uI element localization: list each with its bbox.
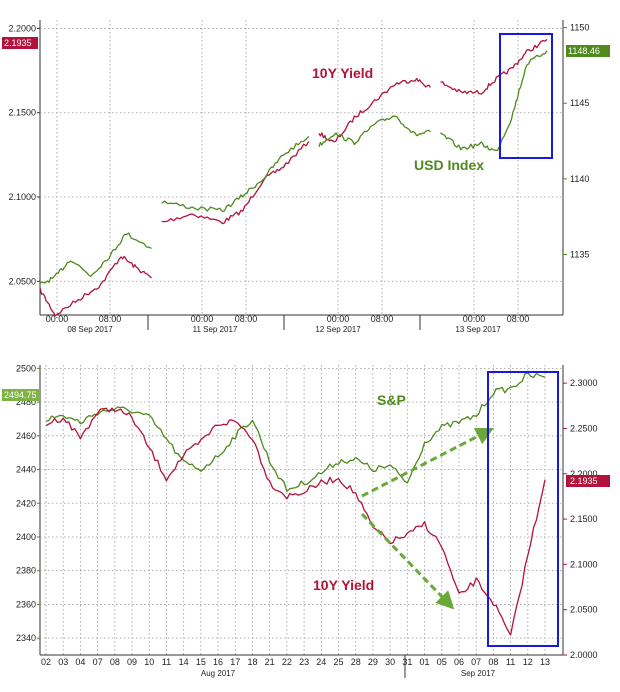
top-right-badge-text: 1148.46 <box>568 46 600 56</box>
bottom-left-tick-5: 2440 <box>16 465 36 475</box>
top-x-date-2: 12 Sep 2017 <box>315 325 361 334</box>
bottom-x-tick-29: 13 <box>540 657 550 667</box>
top-right-badge <box>566 45 610 57</box>
bottom-right-tick-0: 2.0000 <box>570 650 598 660</box>
top-x-tick-3: 08:00 <box>235 314 258 324</box>
top-x-tick-6: 00:00 <box>463 314 486 324</box>
bottom-x-tick-2: 04 <box>75 657 85 667</box>
bottom-left-tick-1: 2360 <box>16 599 36 609</box>
bottom-x-tick-13: 21 <box>265 657 275 667</box>
top-left-tick-2: 2.1500 <box>8 108 36 118</box>
top-series-yield-seg-1 <box>161 141 310 225</box>
bottom-label-sp: S&P <box>377 392 406 408</box>
bottom-x-tick-27: 11 <box>506 657 515 667</box>
top-right-tick-2: 1145 <box>570 98 589 108</box>
bottom-x-tick-19: 29 <box>368 657 378 667</box>
bottom-x-tick-23: 05 <box>437 657 447 667</box>
bottom-left-tick-3: 2400 <box>16 532 36 542</box>
bottom-x-tick-24: 06 <box>454 657 464 667</box>
bottom-left-tick-0: 2340 <box>16 633 36 643</box>
bottom-left-badge-text: 2494.75 <box>4 390 37 400</box>
bottom-x-month-1: Sep 2017 <box>461 669 496 678</box>
top-series-yield-seg-3 <box>440 38 548 95</box>
top-left-tick-3: 2.2000 <box>8 23 36 33</box>
bottom-x-tick-18: 28 <box>351 657 361 667</box>
bottom-label-yield: 10Y Yield <box>313 577 374 593</box>
top-right-tick-1: 1140 <box>570 174 589 184</box>
top-x-tick-7: 08:00 <box>507 314 530 324</box>
bottom-x-tick-15: 23 <box>299 657 309 667</box>
bottom-right-tick-4: 2.2000 <box>570 469 598 479</box>
top-x-tick-4: 00:00 <box>327 314 350 324</box>
top-right-tick-3: 1150 <box>570 23 589 33</box>
bottom-arrow-yield-trend <box>360 512 455 610</box>
bottom-x-month-0: Aug 2017 <box>201 669 236 678</box>
top-x-date-1: 11 Sep 2017 <box>193 325 238 334</box>
bottom-x-tick-10: 16 <box>213 657 223 667</box>
top-right-tick-0: 1135 <box>570 249 589 259</box>
bottom-x-tick-11: 17 <box>230 657 240 667</box>
bottom-left-tick-6: 2460 <box>16 431 36 441</box>
top-x-date-3: 13 Sep 2017 <box>455 325 501 334</box>
top-series-usd-seg-2 <box>318 115 431 148</box>
top-series-usd-seg-3 <box>440 50 548 152</box>
bottom-series-yield <box>45 407 546 636</box>
top-x-tick-5: 08:00 <box>371 314 394 324</box>
bottom-x-tick-17: 25 <box>334 657 344 667</box>
bottom-x-tick-4: 08 <box>110 657 120 667</box>
bottom-x-tick-1: 03 <box>58 657 68 667</box>
bottom-highlight-box <box>487 371 559 647</box>
bottom-left-tick-7: 2480 <box>16 397 36 407</box>
top-label-usd: USD Index <box>414 157 484 173</box>
top-series-usd-seg-1 <box>161 136 310 213</box>
bottom-x-tick-25: 07 <box>471 657 481 667</box>
bottom-x-tick-7: 11 <box>162 657 171 667</box>
bottom-arrow-sp-trend <box>361 427 494 498</box>
top-series-yield-seg-0 <box>39 255 152 317</box>
top-x-tick-2: 00:00 <box>191 314 214 324</box>
bottom-x-tick-9: 15 <box>196 657 206 667</box>
top-left-tick-0: 2.0500 <box>8 276 36 286</box>
top-left-tick-1: 2.1000 <box>8 192 36 202</box>
bottom-right-tick-2: 2.1000 <box>570 559 598 569</box>
top-highlight-box <box>499 33 553 159</box>
bottom-right-badge <box>566 475 610 487</box>
bottom-right-tick-6: 2.3000 <box>570 378 598 388</box>
bottom-x-tick-16: 24 <box>316 657 326 667</box>
bottom-left-badge <box>2 389 40 401</box>
top-x-date-0: 08 Sep 2017 <box>67 325 113 334</box>
bottom-x-tick-0: 02 <box>41 657 51 667</box>
bottom-left-tick-4: 2420 <box>16 498 36 508</box>
bottom-right-tick-5: 2.2500 <box>570 423 598 433</box>
bottom-x-tick-28: 12 <box>523 657 533 667</box>
top-left-badge <box>2 37 38 49</box>
bottom-x-tick-6: 10 <box>144 657 154 667</box>
bottom-left-tick-8: 2500 <box>16 363 36 373</box>
bottom-x-tick-20: 30 <box>385 657 395 667</box>
bottom-x-tick-5: 09 <box>127 657 137 667</box>
top-left-badge-text: 2.1935 <box>4 38 32 48</box>
bottom-x-tick-22: 01 <box>420 657 430 667</box>
bottom-right-tick-1: 2.0500 <box>570 605 598 615</box>
top-label-yield: 10Y Yield <box>312 65 373 81</box>
bottom-right-tick-3: 2.1500 <box>570 514 598 524</box>
bottom-x-tick-21: 31 <box>402 657 412 667</box>
bottom-x-tick-8: 14 <box>179 657 189 667</box>
top-x-tick-0: 00:00 <box>46 314 69 324</box>
bottom-series-sp <box>45 371 546 492</box>
bottom-x-tick-14: 22 <box>282 657 292 667</box>
bottom-x-tick-26: 08 <box>488 657 498 667</box>
bottom-left-tick-2: 2380 <box>16 566 36 576</box>
bottom-right-badge-text: 2.1935 <box>570 476 598 486</box>
top-x-tick-1: 08:00 <box>99 314 122 324</box>
bottom-x-tick-3: 07 <box>93 657 103 667</box>
top-series-yield-seg-2 <box>318 77 431 143</box>
top-series-usd-seg-0 <box>39 232 152 284</box>
bottom-x-tick-12: 18 <box>247 657 257 667</box>
